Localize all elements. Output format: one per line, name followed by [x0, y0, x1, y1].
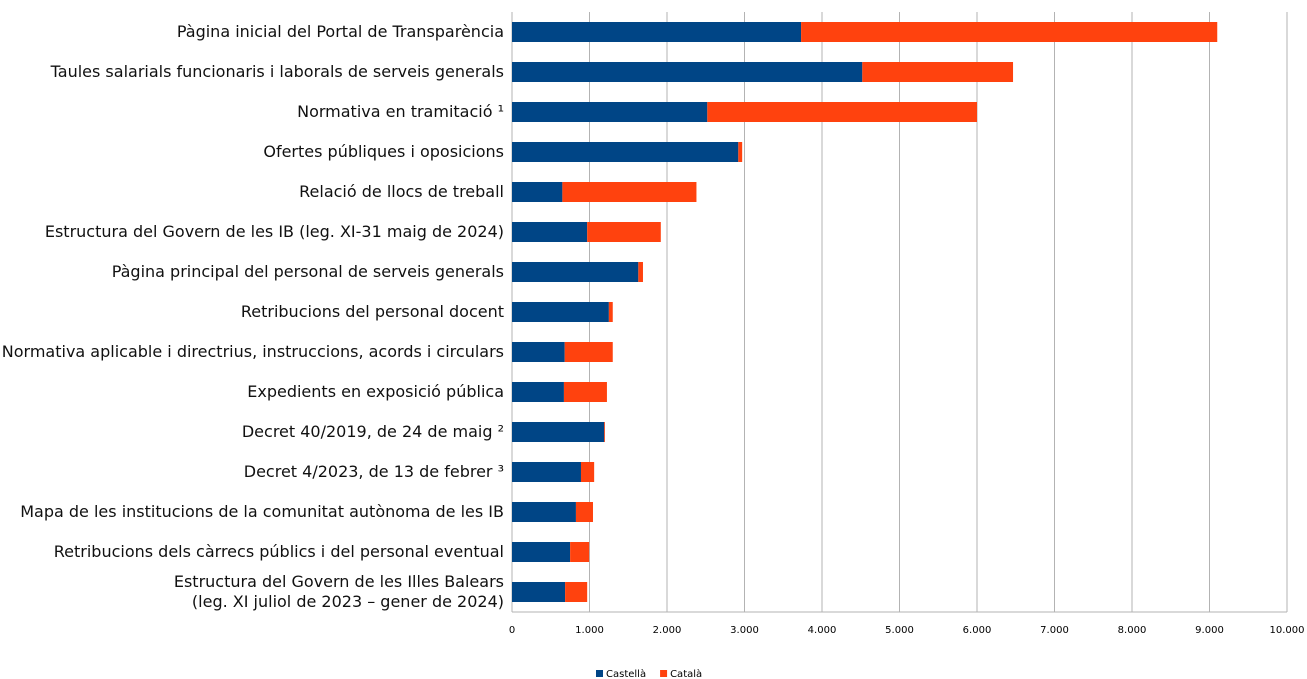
bar-segment — [512, 142, 739, 162]
legend-label: Castellà — [606, 668, 646, 679]
x-tick-label: 10.000 — [1270, 625, 1305, 636]
bar-segment — [575, 502, 593, 522]
x-tick-label: 3.000 — [730, 625, 759, 636]
x-tick-label: 2.000 — [653, 625, 682, 636]
y-tick-label: Estructura del Govern de les Illes Balea… — [173, 572, 504, 611]
bar-segment — [608, 302, 613, 322]
bar-segment — [512, 62, 863, 82]
y-tick-label: Pàgina principal del personal de serveis… — [111, 262, 504, 281]
y-tick-label: Retribucions del personal docent — [240, 302, 504, 321]
y-tick-label: Taules salarials funcionaris i laborals … — [50, 62, 504, 81]
bar-segment — [512, 342, 565, 362]
x-tick-label: 5.000 — [885, 625, 914, 636]
bar-segment — [512, 582, 566, 602]
bar-segment — [564, 342, 613, 362]
y-tick-label: Mapa de les institucions de la comunitat… — [20, 502, 504, 521]
bar-segment — [512, 102, 708, 122]
bar-segment — [512, 182, 563, 202]
bar-segment — [587, 222, 661, 242]
bar-segment — [512, 22, 802, 42]
bar-segment — [707, 102, 977, 122]
y-tick-label: Retribucions dels càrrecs públics i del … — [53, 542, 504, 561]
bar-segment — [512, 462, 581, 482]
bar-segment — [512, 222, 588, 242]
x-tick-label: 0 — [509, 625, 515, 636]
bar-segment — [563, 382, 607, 402]
bar-segment — [512, 382, 564, 402]
y-tick-label: Pàgina inicial del Portal de Transparènc… — [176, 22, 504, 41]
bar-segment — [512, 502, 576, 522]
bar-segment — [565, 582, 588, 602]
bar-segment — [562, 182, 697, 202]
x-tick-label: 7.000 — [1040, 625, 1069, 636]
y-tick-label: Decret 40/2019, de 24 de maig ² — [241, 422, 504, 441]
bar-segment — [512, 422, 605, 442]
bar-segment — [570, 542, 590, 562]
bar-segment — [801, 22, 1218, 42]
bar-segment — [738, 142, 743, 162]
bar-segment — [512, 262, 639, 282]
legend-swatch — [660, 670, 668, 677]
y-tick-label: Expedients en exposició pública — [247, 382, 504, 401]
legend-swatch — [596, 670, 603, 677]
y-tick-label: Ofertes públiques i oposicions — [263, 142, 504, 161]
bar-segment — [604, 422, 605, 442]
y-tick-label: Decret 4/2023, de 13 de febrer ³ — [243, 462, 504, 481]
y-tick-label: Normativa en tramitació ¹ — [297, 102, 504, 121]
x-tick-label: 8.000 — [1118, 625, 1147, 636]
x-tick-label: 4.000 — [808, 625, 837, 636]
y-tick-label: Relació de llocs de treball — [299, 182, 504, 201]
x-tick-label: 9.000 — [1195, 625, 1224, 636]
bar-segment — [512, 542, 571, 562]
legend-label: Català — [670, 668, 702, 679]
bar-segment — [580, 462, 595, 482]
x-tick-label: 1.000 — [575, 625, 604, 636]
y-tick-label: Normativa aplicable i directrius, instru… — [1, 342, 504, 361]
bar-segment — [512, 302, 609, 322]
bar-segment — [862, 62, 1014, 82]
y-tick-label: Estructura del Govern de les IB (leg. XI… — [44, 222, 504, 241]
x-tick-label: 6.000 — [963, 625, 992, 636]
bar-segment — [638, 262, 643, 282]
